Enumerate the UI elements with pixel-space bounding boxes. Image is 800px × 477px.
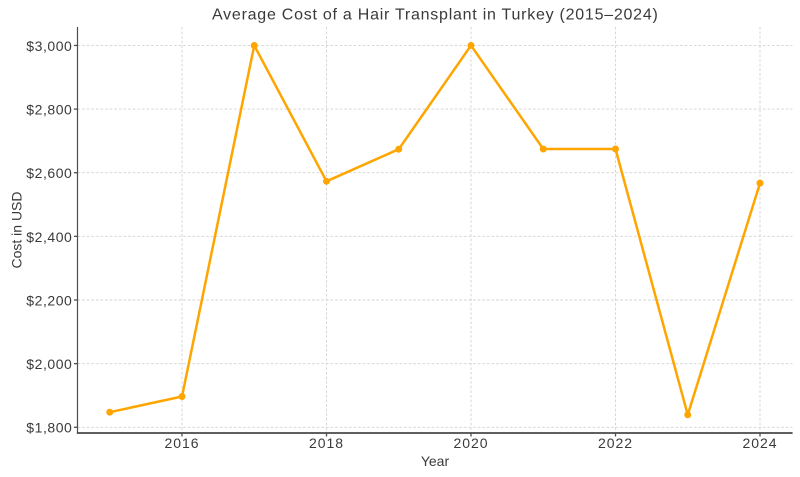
svg-text:Cost in USD: Cost in USD <box>9 191 25 268</box>
svg-text:2024: 2024 <box>743 435 778 451</box>
svg-text:$2,200: $2,200 <box>26 292 72 308</box>
svg-text:Year: Year <box>421 453 450 469</box>
svg-text:$2,600: $2,600 <box>26 165 72 181</box>
svg-text:2022: 2022 <box>598 435 633 451</box>
svg-text:2018: 2018 <box>309 435 344 451</box>
svg-text:2016: 2016 <box>165 435 200 451</box>
svg-text:$2,800: $2,800 <box>26 102 72 118</box>
svg-text:2020: 2020 <box>454 435 489 451</box>
svg-text:$3,000: $3,000 <box>26 38 72 54</box>
svg-text:$2,400: $2,400 <box>26 229 72 245</box>
svg-text:$2,000: $2,000 <box>26 356 72 372</box>
svg-text:$1,800: $1,800 <box>26 420 72 436</box>
svg-text:Average Cost of a Hair Transpl: Average Cost of a Hair Transplant in Tur… <box>212 7 659 24</box>
